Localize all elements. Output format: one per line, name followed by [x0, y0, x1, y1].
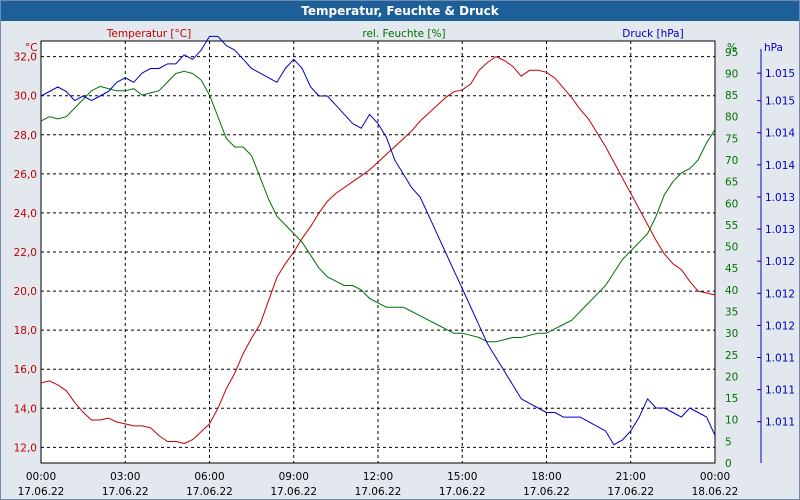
hum-tick-label: 5 [725, 436, 732, 448]
hum-tick-label: 90 [725, 68, 738, 80]
temp-tick-label: 24,0 [14, 208, 37, 220]
hum-tick-label: 75 [725, 133, 738, 145]
x-tick-date: 17.06.22 [186, 486, 233, 498]
x-tick-time: 12:00 [363, 471, 393, 483]
x-tick-date: 17.06.22 [18, 486, 65, 498]
hum-tick-label: 95 [725, 47, 738, 59]
temp-tick-label: 26,0 [14, 169, 37, 181]
temperature-line [40, 56, 716, 444]
hum-tick-label: 50 [725, 242, 738, 254]
hum-tick-label: 45 [725, 263, 738, 275]
press-axis-title: Druck [hPa] [622, 28, 683, 40]
x-tick-date: 17.06.22 [523, 486, 570, 498]
hum-tick-label: 65 [725, 177, 738, 189]
temp-tick-label: 22,0 [14, 247, 37, 259]
press-tick-label: 1.012 [765, 320, 795, 332]
pressure-line [40, 35, 716, 446]
press-tick-label: 1.011 [765, 417, 795, 429]
x-tick-time: 18:00 [531, 471, 561, 483]
hum-axis-unit: % [727, 42, 737, 54]
x-tick-date: 17.06.22 [270, 486, 317, 498]
x-tick-time: 21:00 [616, 471, 646, 483]
x-tick-time: 06:00 [194, 471, 224, 483]
x-tick-time: 00:00 [26, 471, 56, 483]
humidity-line [40, 70, 716, 343]
press-tick-label: 1.014 [765, 160, 795, 172]
x-tick-time: 03:00 [110, 471, 140, 483]
x-tick-date: 17.06.22 [439, 486, 486, 498]
temp-tick-label: 18,0 [14, 325, 37, 337]
press-tick-label: 1.011 [765, 385, 795, 397]
press-tick-label: 1.014 [765, 128, 795, 140]
press-tick-label: 1.012 [765, 256, 795, 268]
hum-tick-label: 55 [725, 220, 738, 232]
hum-tick-label: 30 [725, 328, 738, 340]
axis-labels: °C Temperatur [°C] rel. Feuchte [%] Druc… [25, 28, 783, 54]
temp-tick-label: 16,0 [14, 364, 37, 376]
x-tick-time: 00:00 [700, 471, 730, 483]
press-tick-label: 1.012 [765, 288, 795, 300]
hum-tick-label: 80 [725, 112, 738, 124]
hum-tick-label: 40 [725, 285, 738, 297]
hum-tick-label: 85 [725, 90, 738, 102]
series-layer [40, 35, 716, 446]
x-tick-date: 18.06.22 [692, 486, 739, 498]
press-tick-label: 1.013 [765, 224, 795, 236]
hum-tick-label: 20 [725, 371, 738, 383]
hum-tick-label: 60 [725, 198, 738, 210]
hum-tick-label: 10 [725, 415, 738, 427]
hum-tick-label: 15 [725, 393, 738, 405]
temp-axis-title: Temperatur [°C] [106, 28, 191, 40]
chart-title: Temperatur, Feuchte & Druck [1, 1, 799, 21]
hum-axis-title: rel. Feuchte [%] [362, 28, 445, 40]
temp-tick-label: 32,0 [14, 52, 37, 64]
temp-tick-label: 28,0 [14, 130, 37, 142]
hum-tick-label: 35 [725, 307, 738, 319]
temp-tick-label: 30,0 [14, 91, 37, 103]
temp-tick-label: 20,0 [14, 286, 37, 298]
press-tick-label: 1.015 [765, 68, 795, 80]
press-axis-unit: hPa [764, 42, 783, 54]
tick-labels: 00:00 17.06.22 03:00 17.06.22 06:00 17.06.22 0… [14, 47, 796, 498]
x-tick-time: 15:00 [447, 471, 477, 483]
x-tick-time: 09:00 [279, 471, 309, 483]
hum-tick-label: 25 [725, 350, 738, 362]
hum-tick-label: 0 [725, 458, 732, 470]
press-tick-label: 1.015 [765, 96, 795, 108]
temp-tick-label: 12,0 [14, 442, 37, 454]
x-tick-date: 17.06.22 [355, 486, 402, 498]
x-tick-date: 17.06.22 [102, 486, 149, 498]
temp-axis-unit: °C [25, 42, 38, 54]
x-tick-date: 17.06.22 [607, 486, 654, 498]
temp-tick-label: 14,0 [14, 403, 37, 415]
hum-tick-label: 70 [725, 155, 738, 167]
press-tick-label: 1.013 [765, 192, 795, 204]
press-tick-label: 1.011 [765, 353, 795, 365]
